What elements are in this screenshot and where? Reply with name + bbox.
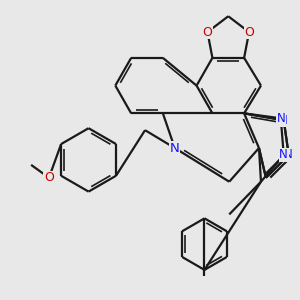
Text: N: N <box>170 142 180 154</box>
Text: N: N <box>279 114 288 127</box>
Text: O: O <box>244 26 254 39</box>
Text: O: O <box>44 171 54 184</box>
Text: N: N <box>279 148 288 161</box>
Text: O: O <box>202 26 212 39</box>
Text: N: N <box>276 112 285 125</box>
Text: N: N <box>284 148 293 161</box>
